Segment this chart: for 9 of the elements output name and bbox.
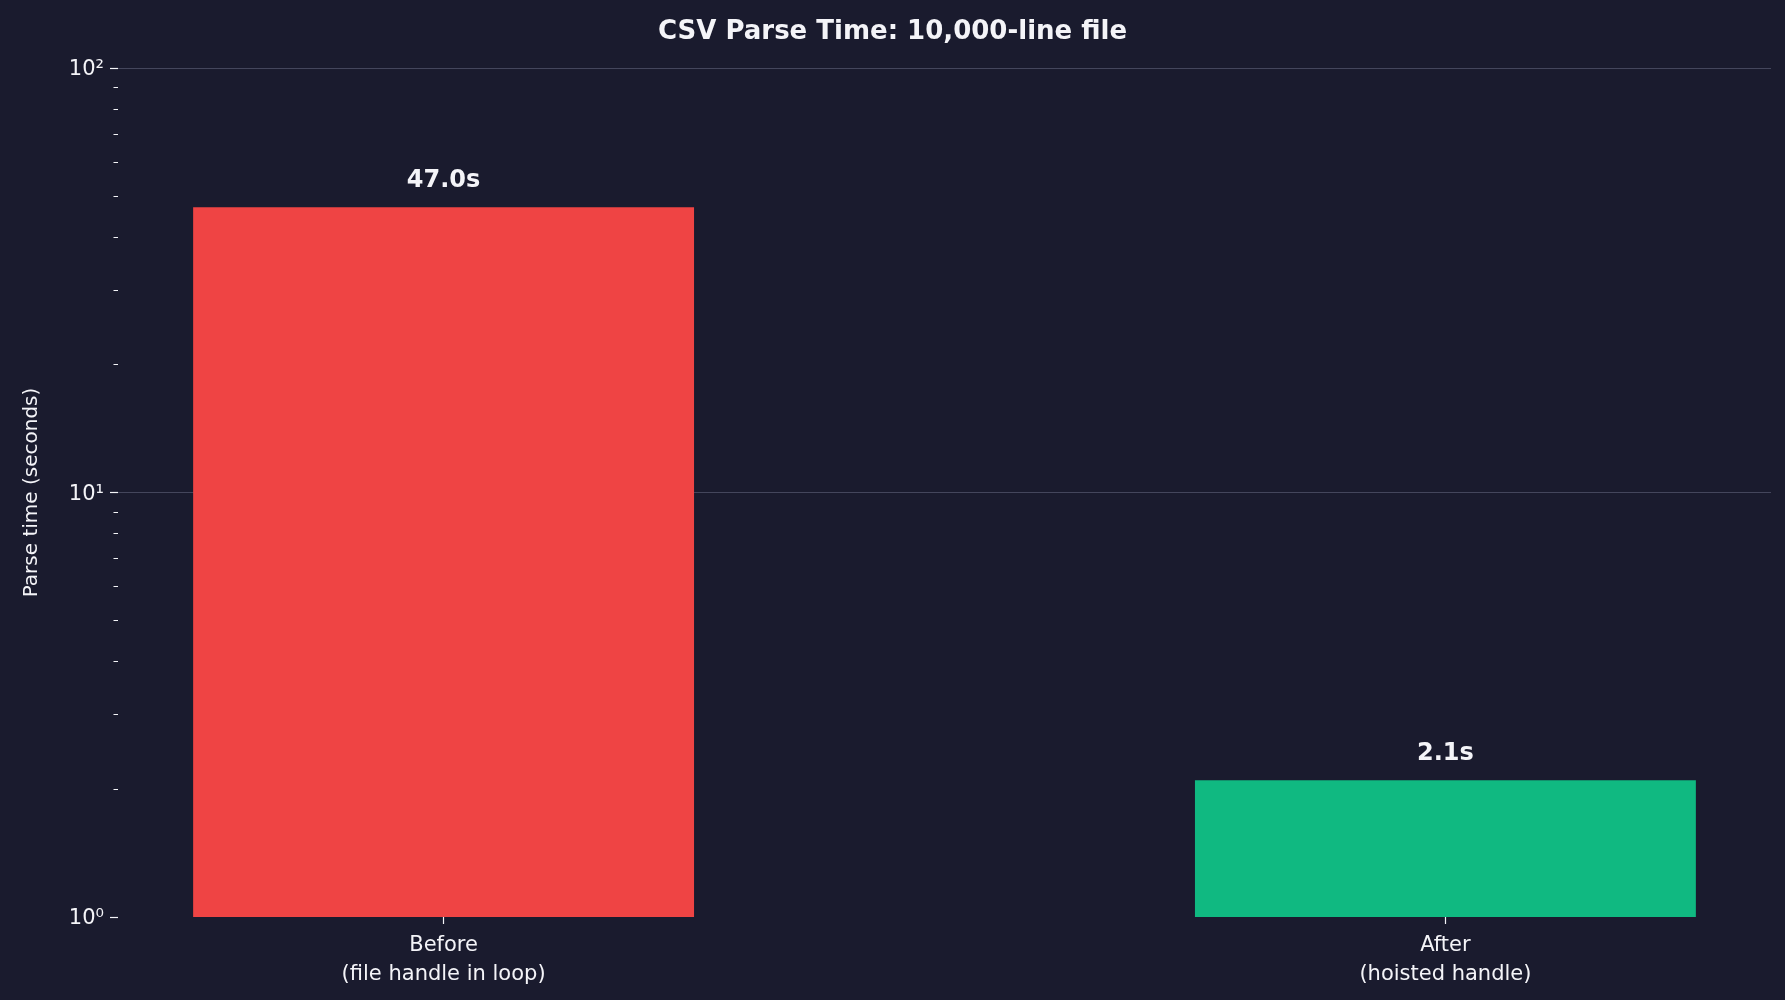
data-label: 47.0s — [406, 165, 481, 194]
data-label: 2.1s — [1417, 738, 1474, 767]
y-tick-label: 10¹ — [68, 480, 104, 505]
chart-title: CSV Parse Time: 10,000-line file — [657, 15, 1128, 45]
x-tick-label: After (hoisted handle) — [1359, 931, 1532, 985]
y-axis-title: Parse time (seconds) — [18, 387, 42, 598]
y-tick-label: 10² — [68, 56, 104, 80]
y-tick-label: 10⁰ — [68, 905, 104, 929]
x-tick-label: Before (file handle in loop) — [341, 931, 546, 985]
